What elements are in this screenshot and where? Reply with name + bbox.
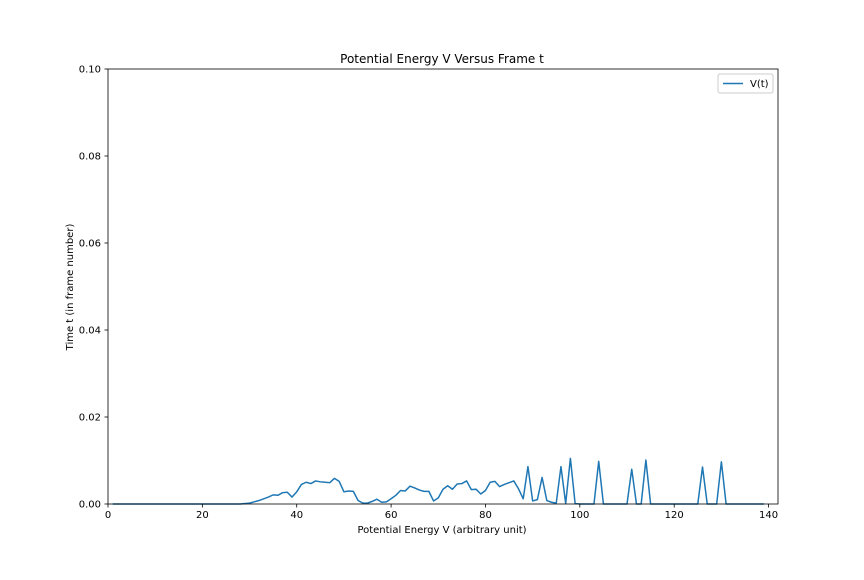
legend: V(t) <box>717 73 774 94</box>
chart-title: Potential Energy V Versus Frame t <box>340 52 544 66</box>
x-tick-label: 40 <box>290 510 303 521</box>
y-tick-label: 0.08 <box>79 152 101 163</box>
plot-area <box>107 68 779 505</box>
y-tick-label: 0.04 <box>79 326 101 337</box>
x-axis: 0 20 40 60 80 100 120 140 <box>105 504 778 521</box>
y-tick-label: 0.06 <box>79 239 101 250</box>
x-tick-label: 0 <box>105 510 111 521</box>
x-tick-label: 140 <box>759 510 778 521</box>
legend-label: V(t) <box>750 79 769 90</box>
y-axis-label: Time t (in frame number) <box>65 224 76 352</box>
x-tick-label: 100 <box>570 510 589 521</box>
y-tick-label: 0.10 <box>79 65 101 76</box>
x-tick-label: 20 <box>196 510 209 521</box>
x-tick-label: 60 <box>385 510 398 521</box>
y-tick-label: 0.00 <box>79 500 101 511</box>
y-tick-label: 0.02 <box>79 413 101 424</box>
plot-frame <box>107 68 779 505</box>
y-axis: 0.00 0.02 0.04 0.06 0.08 0.10 <box>79 65 108 511</box>
x-axis-label: Potential Energy V (arbitrary unit) <box>357 525 526 536</box>
x-tick-label: 120 <box>665 510 684 521</box>
x-tick-label: 80 <box>479 510 492 521</box>
legend-box <box>717 73 774 94</box>
